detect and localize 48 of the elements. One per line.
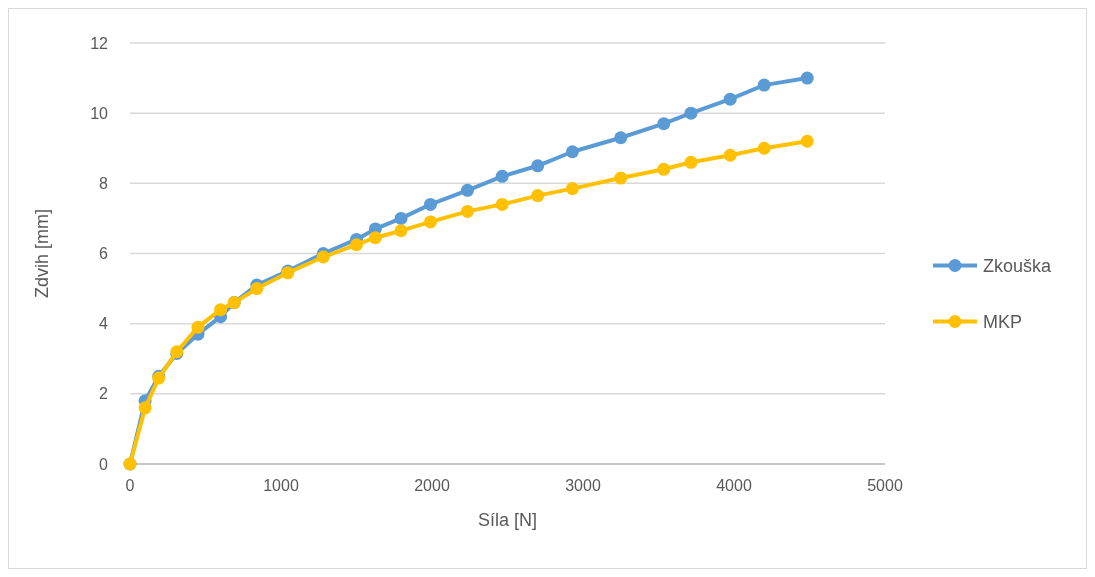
point bbox=[423, 215, 437, 229]
point bbox=[495, 197, 509, 211]
point bbox=[800, 134, 814, 148]
point bbox=[138, 401, 152, 415]
point bbox=[800, 71, 814, 85]
point bbox=[565, 182, 579, 196]
point bbox=[723, 148, 737, 162]
point bbox=[423, 197, 437, 211]
x-tick-label: 5000 bbox=[867, 477, 903, 494]
point bbox=[723, 92, 737, 106]
x-tick-label: 2000 bbox=[414, 477, 450, 494]
point bbox=[495, 169, 509, 183]
point bbox=[684, 106, 698, 120]
y-axis-title: Zdvih [mm] bbox=[32, 208, 52, 299]
x-tick-label: 3000 bbox=[565, 477, 601, 494]
point bbox=[316, 250, 330, 264]
y-tick-label: 0 bbox=[99, 455, 109, 473]
legend-label: Zkouška bbox=[983, 255, 1053, 276]
point bbox=[460, 183, 474, 197]
y-tick-label: 6 bbox=[99, 245, 109, 263]
point bbox=[531, 189, 545, 203]
x-tick-label: 0 bbox=[125, 477, 135, 494]
point bbox=[614, 171, 628, 185]
y-tick-label: 10 bbox=[90, 104, 109, 122]
point bbox=[460, 204, 474, 218]
point bbox=[565, 145, 579, 159]
point bbox=[657, 117, 671, 131]
point bbox=[250, 282, 264, 296]
point bbox=[657, 162, 671, 176]
x-tick-label: 1000 bbox=[263, 477, 299, 494]
point bbox=[531, 159, 545, 173]
point bbox=[214, 303, 228, 317]
legend-label: MKP bbox=[983, 311, 1023, 332]
point bbox=[394, 224, 408, 238]
point bbox=[394, 211, 408, 225]
point bbox=[614, 131, 628, 145]
point bbox=[757, 141, 771, 155]
y-tick-label: 12 bbox=[90, 34, 109, 52]
point bbox=[191, 320, 205, 334]
point bbox=[684, 155, 698, 169]
point bbox=[350, 238, 363, 252]
y-tick-label: 4 bbox=[99, 315, 109, 333]
x-axis-title: Síla [N] bbox=[477, 510, 538, 530]
point bbox=[368, 231, 382, 245]
point bbox=[757, 78, 771, 92]
y-tick-label: 8 bbox=[99, 174, 109, 192]
y-tick-label: 2 bbox=[99, 385, 109, 403]
x-tick-label: 4000 bbox=[716, 477, 752, 494]
